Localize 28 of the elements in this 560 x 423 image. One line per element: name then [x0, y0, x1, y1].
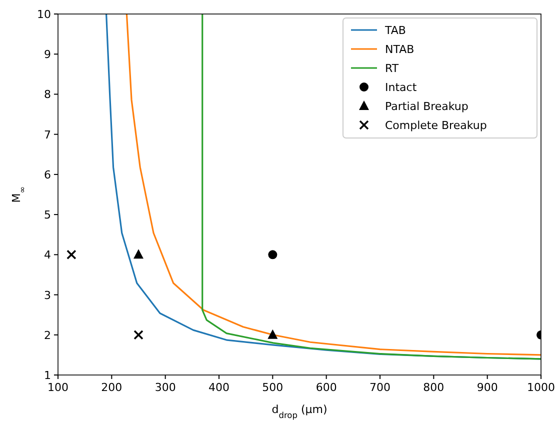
x-tick-label: 400 — [208, 381, 230, 394]
x-tick-label: 200 — [101, 381, 122, 394]
y-tick-label: 10 — [37, 8, 51, 21]
legend-label: TAB — [384, 24, 406, 37]
y-tick-label: 3 — [44, 288, 51, 302]
y-tick-label: 1 — [44, 369, 51, 382]
x-tick-label: 900 — [476, 381, 498, 394]
y-tick-label: 6 — [44, 168, 51, 182]
x-tick-label: 500 — [262, 381, 284, 394]
line-series — [202, 14, 541, 360]
y-tick-label: 7 — [44, 128, 51, 142]
x-tick-label: 800 — [423, 381, 444, 394]
legend-label: Intact — [385, 81, 418, 94]
legend-label: NTAB — [385, 43, 414, 56]
x-tick-label: 300 — [154, 381, 176, 394]
x-tick-label: 700 — [370, 381, 390, 394]
y-tick-label: 2 — [44, 328, 51, 342]
y-tick-label: 5 — [44, 208, 51, 222]
legend-label: Partial Breakup — [385, 100, 468, 113]
y-tick-label: 8 — [44, 88, 51, 102]
y-tick-label: 4 — [44, 248, 51, 262]
legend-label: Complete Breakup — [385, 119, 487, 132]
legend-label: RT — [385, 62, 399, 75]
x-tick-label: 600 — [316, 381, 337, 394]
x-tick-label: 1000 — [527, 381, 555, 394]
x-axis-title: d$_{drop}$ (μm) — [272, 403, 328, 420]
x-tick-label: 100 — [48, 381, 68, 394]
y-tick-label: 9 — [44, 48, 51, 62]
